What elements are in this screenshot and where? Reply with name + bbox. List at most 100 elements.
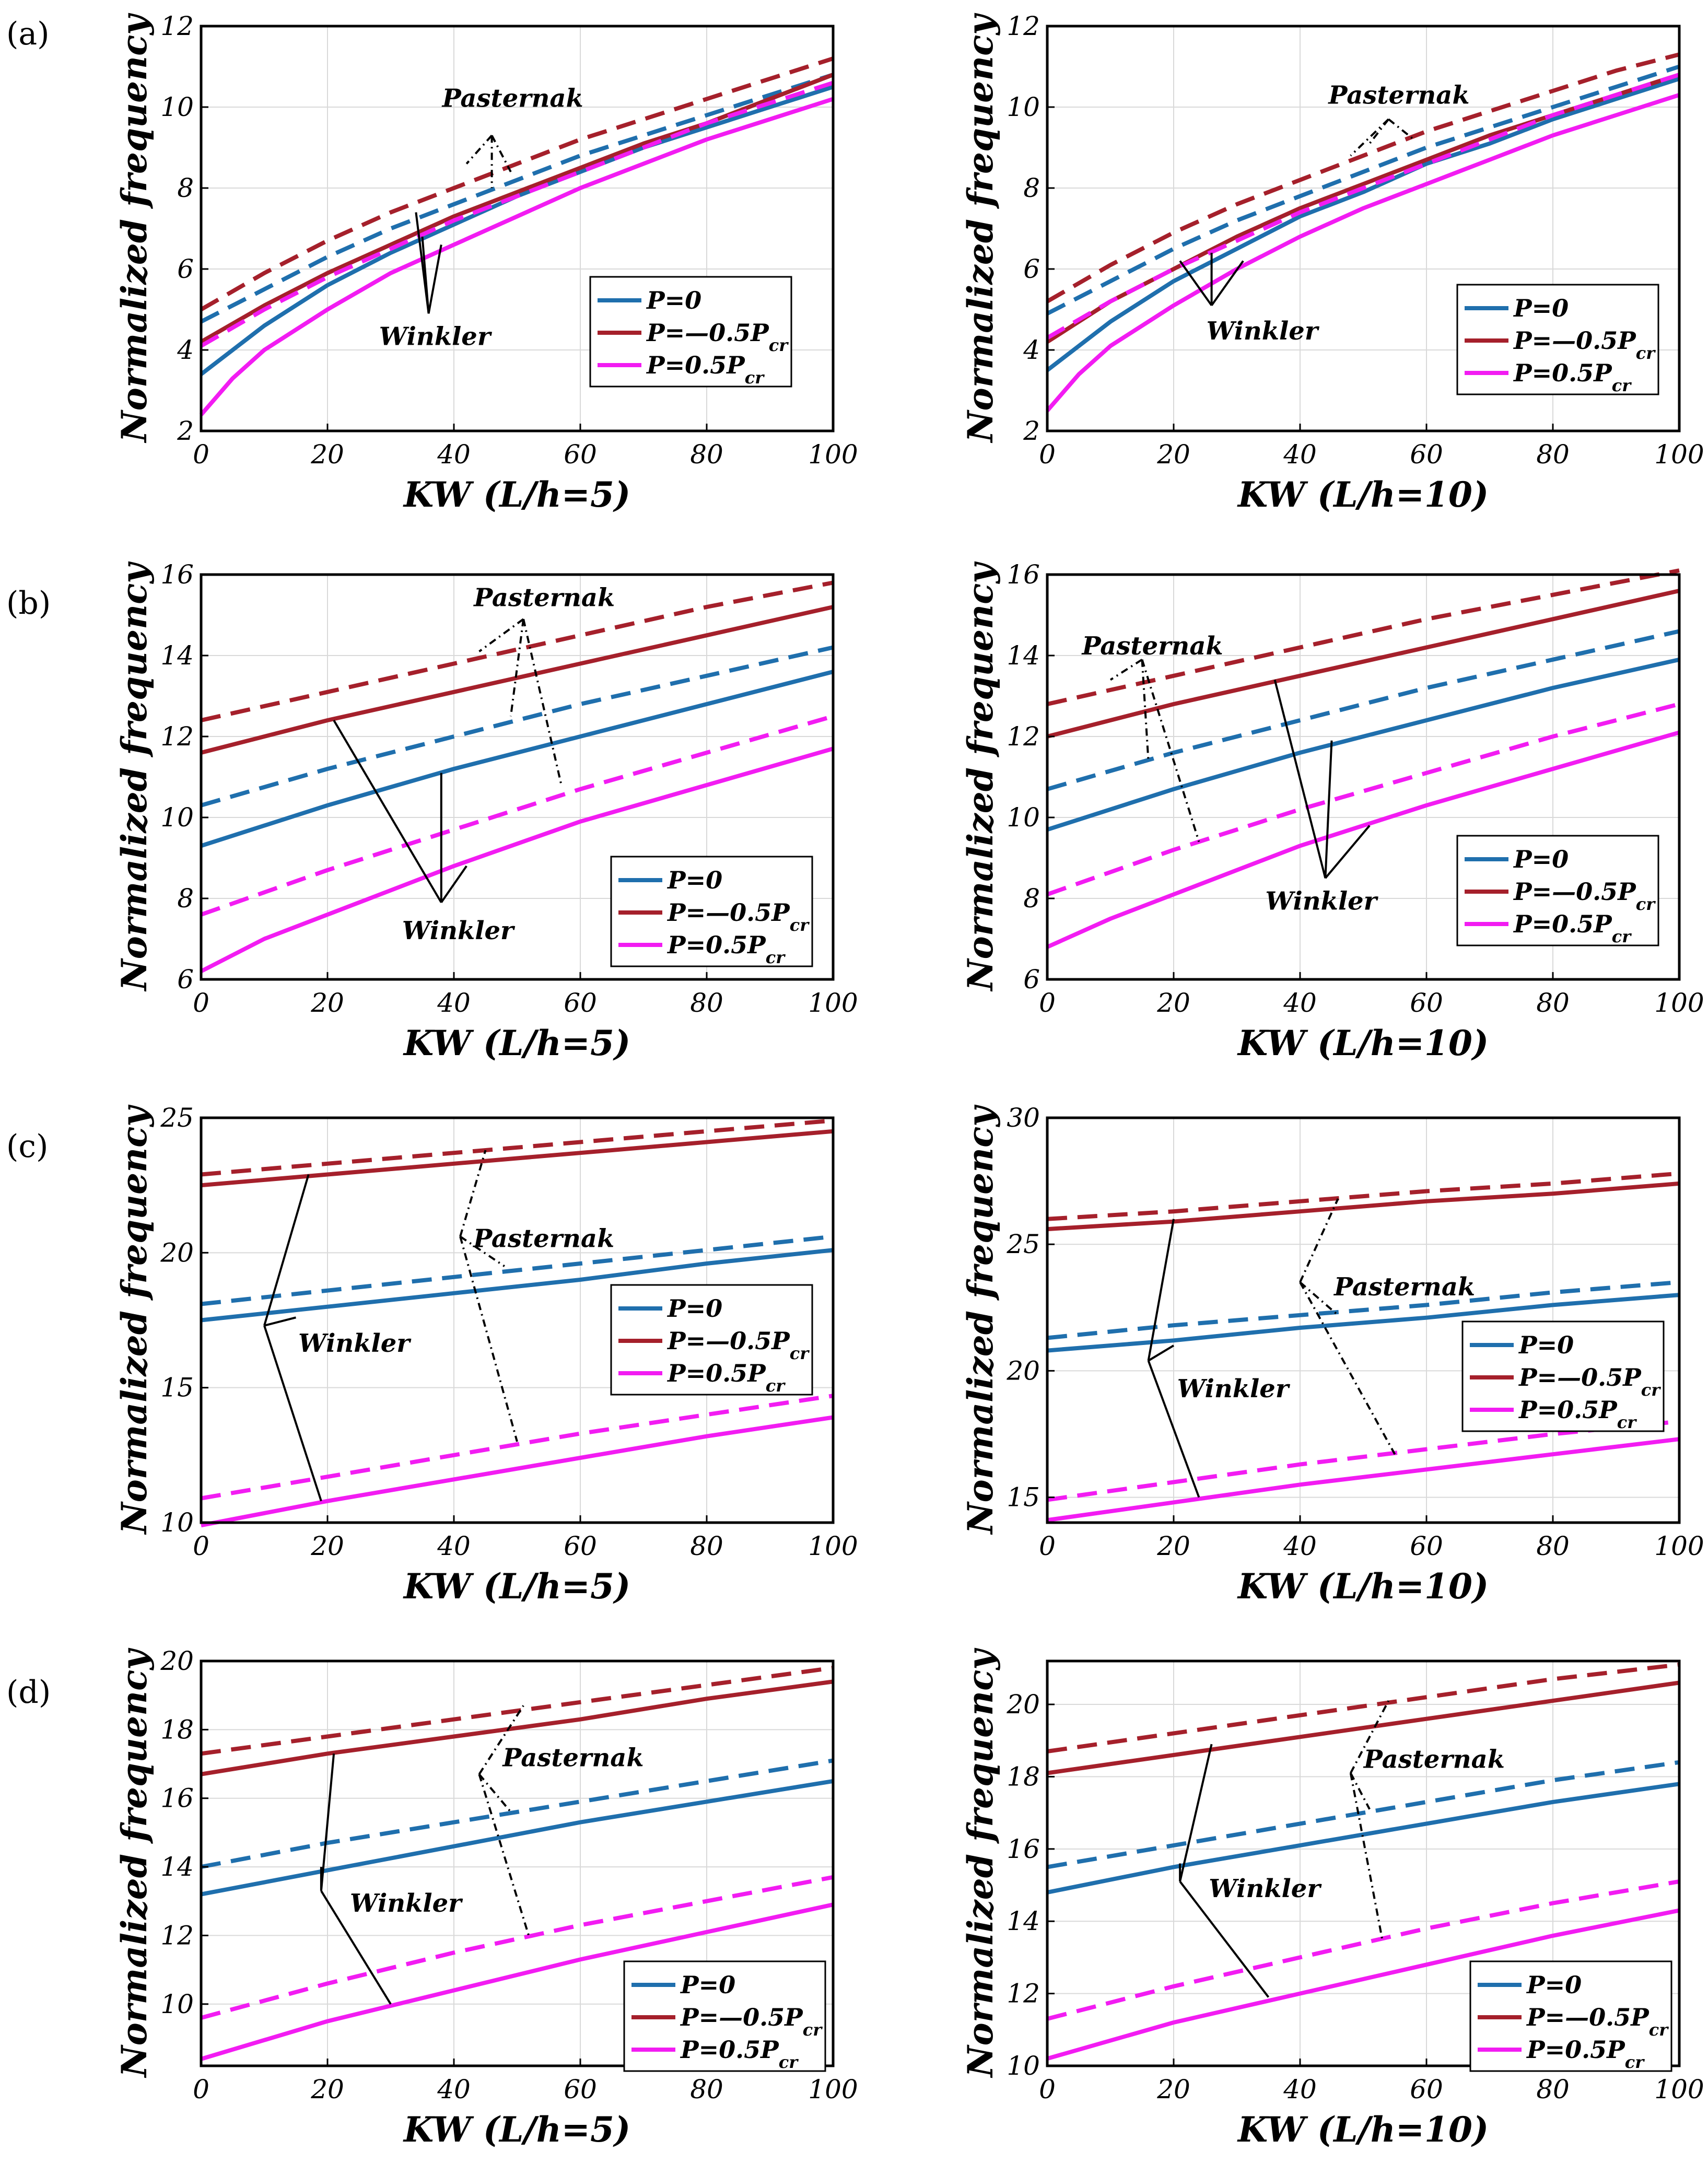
winkler-callout: Winkler bbox=[263, 1174, 412, 1502]
y-tick-label: 12 bbox=[160, 11, 194, 41]
x-tick-label: 60 bbox=[1410, 2074, 1443, 2104]
x-tick-label: 40 bbox=[1283, 439, 1317, 470]
winkler-callout: Winkler bbox=[1265, 680, 1379, 916]
callout-line bbox=[522, 618, 563, 786]
callout-line bbox=[509, 618, 525, 717]
y-tick-label: 10 bbox=[160, 802, 194, 833]
series-line bbox=[1046, 76, 1680, 372]
callout-label: Winkler bbox=[1209, 1874, 1322, 1903]
series-line bbox=[1046, 702, 1680, 897]
y-tick-label: 6 bbox=[177, 254, 194, 284]
x-tick-label: 60 bbox=[564, 1531, 597, 1561]
y-tick-label: 16 bbox=[1007, 1834, 1040, 1864]
series-line bbox=[201, 1248, 834, 1323]
series-line bbox=[1046, 629, 1680, 791]
y-tick-label: 8 bbox=[177, 883, 194, 914]
y-tick-label: 15 bbox=[160, 1373, 194, 1403]
x-tick-label: 0 bbox=[1039, 2074, 1056, 2104]
y-tick-label: 4 bbox=[1023, 335, 1040, 365]
callout-line bbox=[320, 1890, 392, 2005]
x-tick-label: 40 bbox=[437, 439, 471, 470]
callout-line bbox=[421, 236, 430, 314]
callout-line bbox=[263, 1174, 310, 1326]
callout-line bbox=[1148, 1344, 1175, 1362]
callout-label: Winkler bbox=[402, 916, 516, 945]
x-tick-label: 60 bbox=[564, 2074, 597, 2104]
callout-line bbox=[333, 719, 442, 903]
y-tick-label: 12 bbox=[1007, 11, 1040, 41]
pasternak-callout: Pasternak bbox=[1327, 80, 1470, 157]
y-tick-label: 14 bbox=[1007, 640, 1040, 671]
y-tick-label: 12 bbox=[160, 721, 194, 752]
panel-label: (c) bbox=[6, 1128, 48, 1165]
x-axis-label: KW (L/h=10) bbox=[1237, 2109, 1489, 2150]
callout-label: Winkler bbox=[298, 1329, 412, 1358]
x-tick-label: 80 bbox=[690, 2074, 723, 2104]
callout-line bbox=[478, 1773, 512, 1813]
callout-line bbox=[490, 135, 512, 172]
series-line bbox=[1047, 1437, 1680, 1523]
callout-label: Winkler bbox=[1265, 886, 1378, 916]
x-tick-label: 20 bbox=[310, 439, 344, 470]
y-tick-label: 18 bbox=[160, 1714, 194, 1745]
legend-label: P=0 bbox=[1526, 1971, 1582, 1999]
callout-line bbox=[1349, 1773, 1384, 1940]
y-tick-label: 6 bbox=[1023, 254, 1040, 284]
chart-8: 0 20 40 60 80 100 10 12 14 16 18 20 KW (L/h=10) Norma… bbox=[960, 1647, 1704, 2150]
callout-line bbox=[1210, 260, 1244, 306]
x-tick-label: 60 bbox=[1410, 439, 1443, 470]
legend-box bbox=[589, 276, 792, 388]
series-line bbox=[200, 714, 834, 917]
y-tick-label: 4 bbox=[177, 335, 194, 365]
chart-3: (b) 0 20 40 60 80 100 6 8 10 12 14 16 KW (L/h=5) Norma… bbox=[6, 559, 858, 1063]
y-tick-label: 12 bbox=[160, 1920, 194, 1950]
y-tick-label: 8 bbox=[1023, 883, 1040, 914]
x-tick-label: 80 bbox=[1536, 2074, 1570, 2104]
x-tick-label: 100 bbox=[808, 1531, 858, 1561]
plot-frame bbox=[200, 1116, 835, 1524]
callout-line bbox=[478, 1705, 524, 1775]
x-tick-label: 20 bbox=[1156, 2074, 1190, 2104]
series-line bbox=[1046, 1908, 1680, 2061]
y-tick-label: 25 bbox=[160, 1103, 194, 1133]
series-line bbox=[1046, 73, 1680, 344]
panel-label: (b) bbox=[6, 585, 51, 622]
y-axis-label: Normalized frequency bbox=[960, 1104, 1001, 1535]
y-tick-label: 10 bbox=[160, 1507, 194, 1538]
series-line bbox=[201, 1234, 834, 1306]
series-line bbox=[200, 1902, 834, 2061]
y-tick-label: 14 bbox=[160, 640, 194, 671]
y-tick-label: 6 bbox=[177, 964, 194, 995]
y-axis-label: Normalized frequency bbox=[960, 1647, 1001, 2078]
callout-line bbox=[264, 1316, 296, 1327]
plot-frame bbox=[200, 573, 835, 981]
legend-label: P=0 bbox=[1518, 1331, 1574, 1359]
y-axis-label: Normalized frequency bbox=[960, 561, 1001, 992]
x-tick-label: 40 bbox=[437, 1531, 471, 1561]
callout-line bbox=[1299, 1281, 1396, 1455]
series-line bbox=[200, 73, 834, 324]
series-line bbox=[1047, 1419, 1680, 1502]
plot-frame bbox=[1046, 25, 1681, 432]
y-tick-label: 18 bbox=[1007, 1761, 1040, 1792]
panel-label: (d) bbox=[6, 1674, 51, 1711]
series-line bbox=[1047, 1280, 1680, 1340]
callout-line bbox=[1350, 1700, 1390, 1774]
y-tick-label: 16 bbox=[160, 559, 194, 590]
series-line bbox=[201, 605, 834, 755]
x-tick-label: 80 bbox=[690, 1531, 723, 1561]
y-tick-label: 16 bbox=[1007, 559, 1040, 590]
plot-frame bbox=[1046, 1659, 1681, 2067]
winkler-callout: Winkler bbox=[320, 1753, 463, 2005]
legend-label: P=0 bbox=[680, 1971, 735, 1999]
y-tick-label: 20 bbox=[1006, 1355, 1040, 1386]
callout-line bbox=[1179, 1744, 1213, 1882]
series-line bbox=[1047, 1171, 1680, 1221]
series-line bbox=[1046, 73, 1680, 340]
x-tick-label: 100 bbox=[1654, 1531, 1704, 1561]
x-tick-label: 80 bbox=[1536, 1531, 1570, 1561]
x-tick-label: 40 bbox=[437, 2074, 471, 2104]
pasternak-callout: Pasternak bbox=[1299, 1198, 1475, 1455]
